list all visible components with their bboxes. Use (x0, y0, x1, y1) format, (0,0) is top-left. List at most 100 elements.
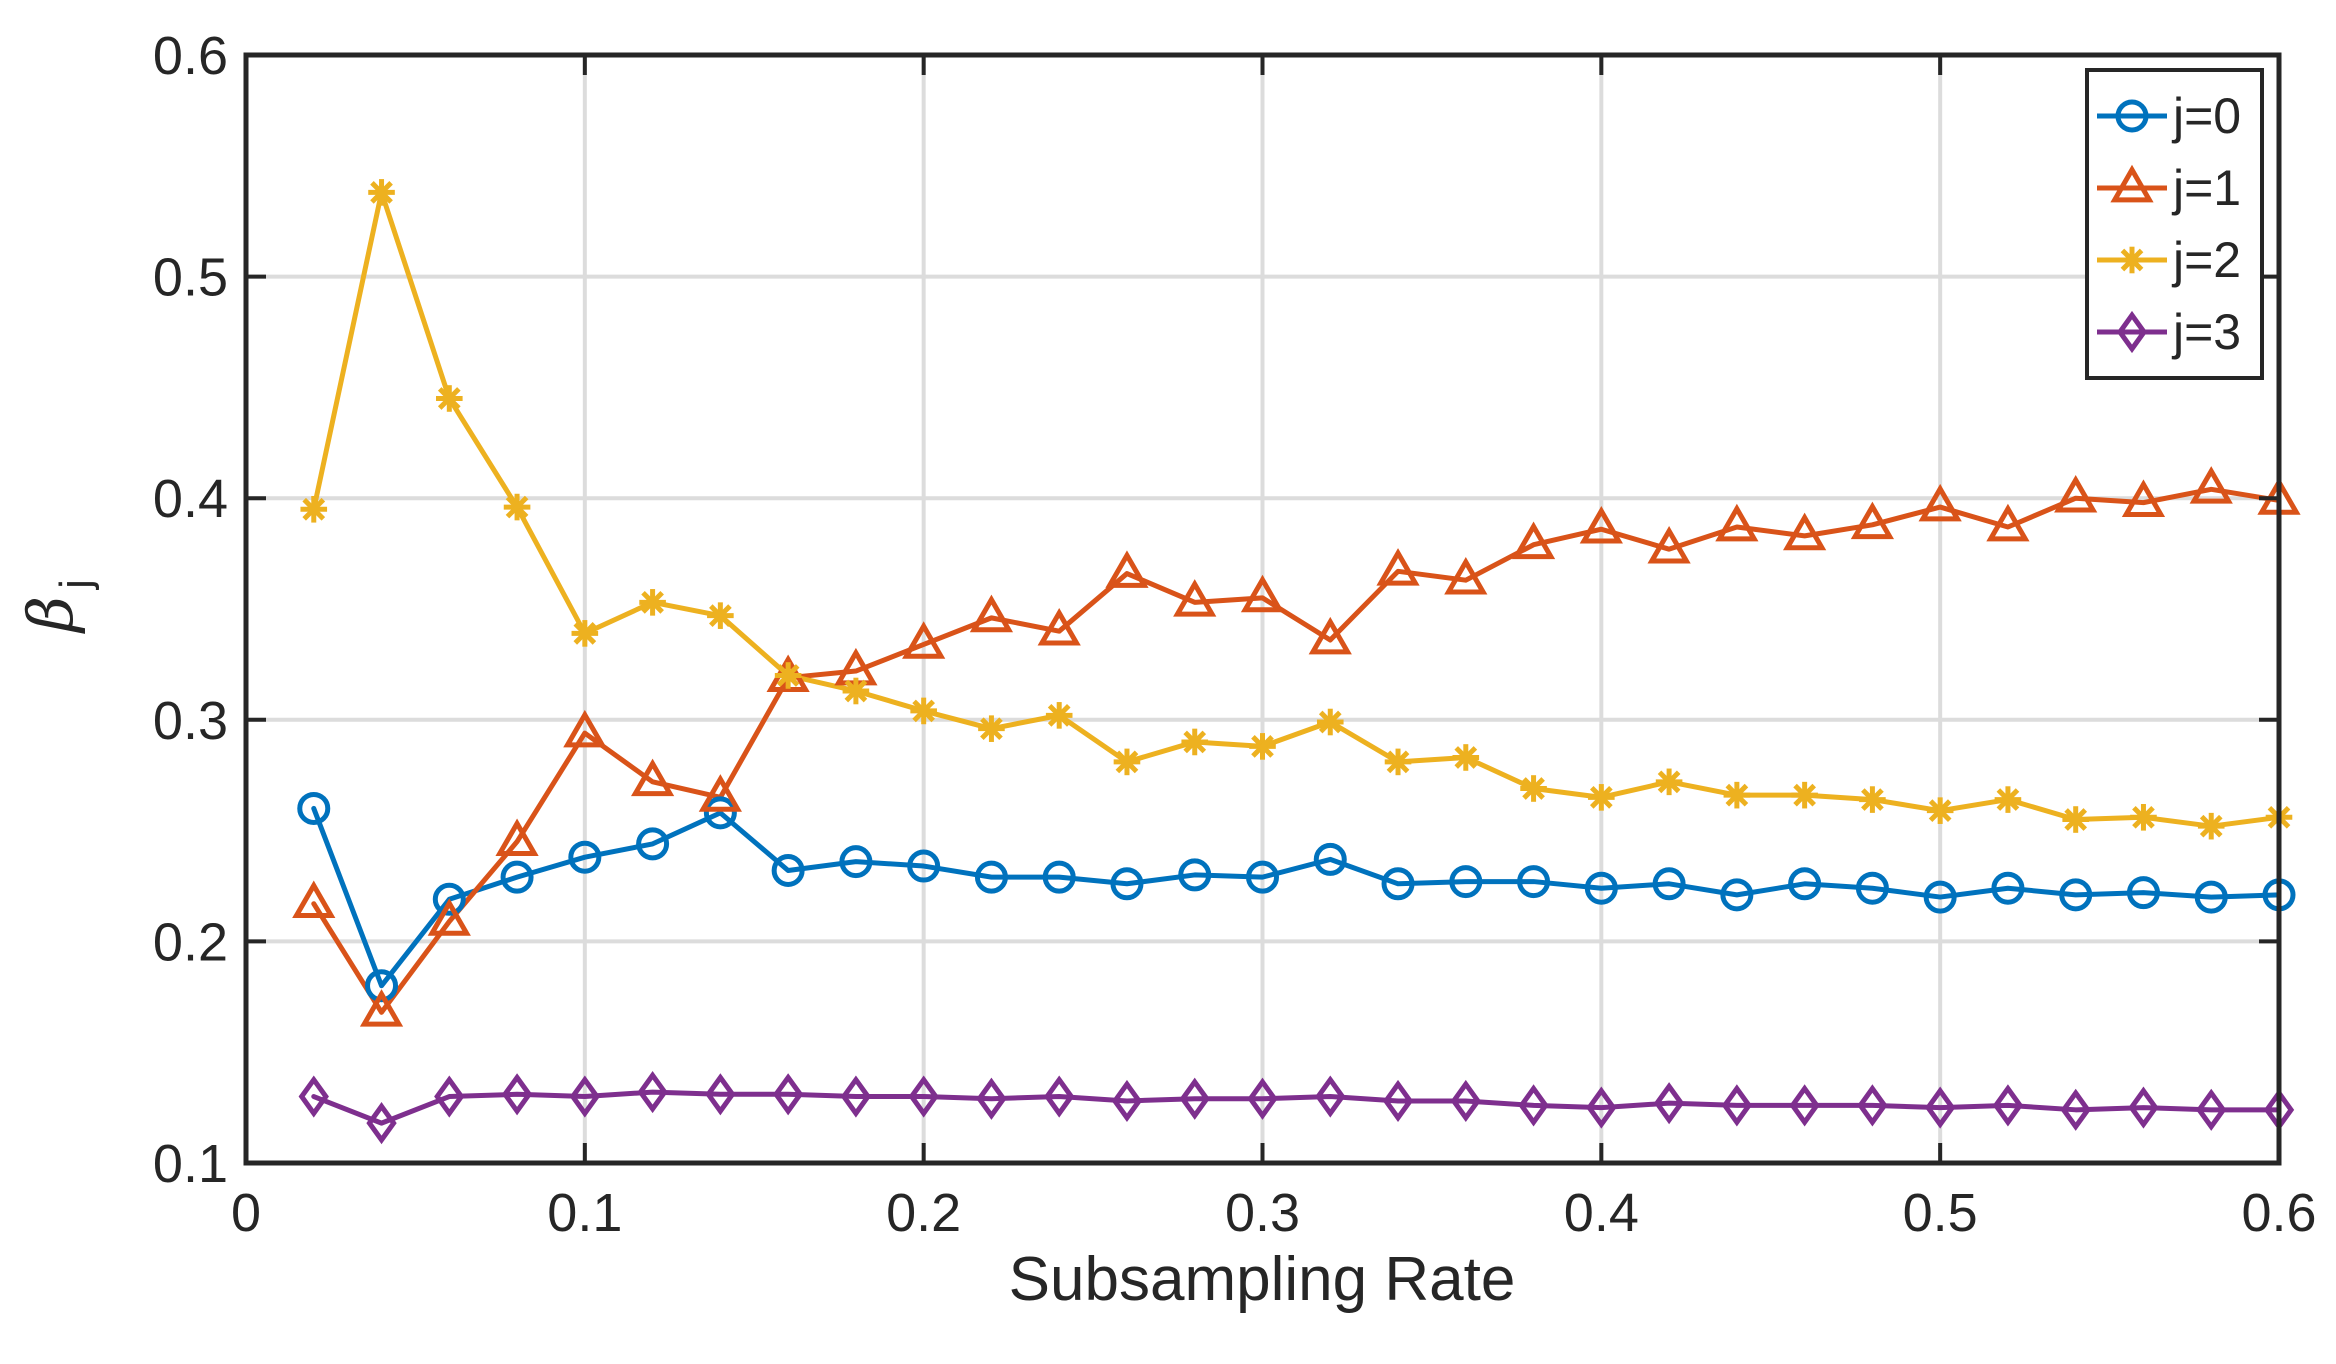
data-point (2060, 1088, 2091, 1131)
asterisk-stroke (1725, 783, 1749, 807)
x-tick-label: 0.2 (886, 1183, 961, 1243)
asterisk-stroke (2120, 248, 2144, 272)
asterisk-stroke (2132, 805, 2155, 829)
asterisk-stroke (1522, 777, 1545, 800)
y-axis-label: β j (14, 579, 100, 634)
data-point (707, 602, 734, 629)
data-point (771, 853, 805, 887)
data-point (1588, 784, 1615, 811)
data-point (292, 880, 336, 919)
data-point (1721, 1084, 1753, 1127)
asterisk-stroke (641, 591, 664, 614)
y-axis-label-subscript: j (51, 579, 100, 591)
data-point (1449, 865, 1483, 899)
data-point (703, 796, 737, 830)
asterisk-stroke (1386, 750, 1410, 774)
asterisk-stroke (844, 679, 868, 703)
asterisk-stroke (573, 622, 597, 645)
data-point (1240, 574, 1285, 613)
data-point (1789, 1084, 1820, 1127)
data-point (2196, 1088, 2227, 1131)
data-point (436, 385, 463, 412)
data-point (2197, 812, 2225, 840)
data-point (1715, 503, 1759, 542)
y-tick-label: 0.6 (153, 26, 228, 86)
data-point (297, 791, 331, 825)
asterisk-stroke (1928, 799, 1952, 822)
data-point (910, 697, 937, 725)
data-point (1586, 1086, 1617, 1129)
data-point (1381, 867, 1415, 901)
legend-label: j=1 (2171, 160, 2241, 216)
data-point (432, 882, 466, 916)
data-point (2130, 804, 2157, 831)
data-point (1249, 733, 1276, 760)
legend-marker (2110, 164, 2154, 203)
legend-marker (2115, 99, 2149, 133)
legend-label: j=2 (2171, 232, 2241, 288)
data-point (1986, 503, 2030, 542)
data-point (365, 969, 399, 1003)
y-axis-ticks: 0.1 0.2 0.3 0.4 0.5 0.6 (153, 26, 2279, 1194)
data-point (907, 849, 941, 883)
y-tick-label: 0.5 (153, 248, 228, 308)
x-tick-label: 0.6 (2241, 1183, 2316, 1243)
data-point (503, 493, 531, 521)
data-point (571, 620, 599, 647)
asterisk-stroke (302, 497, 326, 521)
data-point (1850, 501, 1895, 540)
x-tick-label: 0 (231, 1183, 261, 1243)
x-tick-label: 0.1 (547, 1183, 622, 1243)
data-point (839, 845, 873, 879)
data-point (2128, 1086, 2159, 1129)
asterisk-stroke (1589, 786, 1613, 809)
data-point (1181, 728, 1209, 756)
x-tick-label: 0.4 (1564, 1183, 1639, 1243)
data-point (1720, 878, 1754, 912)
y-tick-label: 0.4 (153, 469, 228, 529)
y-axis-label-symbol: β (14, 596, 87, 634)
data-point (772, 1073, 804, 1116)
data-point (434, 1075, 465, 1118)
asterisk-stroke (980, 717, 1003, 741)
data-point (1783, 512, 1827, 551)
data-point (705, 1073, 736, 1116)
legend-label: j=0 (2171, 88, 2241, 144)
legend-label: j=3 (2171, 304, 2241, 360)
data-point (1042, 860, 1076, 894)
asterisk-stroke (776, 664, 800, 687)
asterisk-stroke (437, 387, 461, 410)
data-point (1584, 871, 1618, 905)
data-point (1173, 579, 1217, 617)
data-point (908, 1075, 939, 1118)
data-point (639, 589, 666, 616)
data-point (1110, 867, 1144, 901)
data-point (2126, 876, 2160, 910)
series-points-j=3 (298, 1071, 2295, 1145)
data-point (1857, 1084, 1888, 1127)
series-markers (292, 179, 2301, 1145)
data-point (1655, 768, 1683, 796)
legend-marker (2116, 310, 2148, 354)
data-point (1511, 521, 1556, 560)
asterisk-stroke (1657, 770, 1681, 794)
y-tick-label: 0.2 (153, 912, 228, 972)
series-points-j=2 (300, 179, 2293, 840)
series-points-j=1 (292, 466, 2301, 1027)
data-point (1111, 1079, 1143, 1123)
asterisk-stroke (2064, 808, 2088, 831)
data-point (842, 677, 870, 705)
asterisk-stroke (2199, 814, 2223, 838)
asterisk-stroke (709, 604, 732, 627)
asterisk-stroke (1251, 735, 1274, 758)
data-point (1452, 744, 1480, 771)
data-point (1044, 1075, 1075, 1118)
data-point (495, 818, 539, 857)
data-point (1247, 1077, 1278, 1120)
data-point (2062, 806, 2089, 833)
data-point (2054, 474, 2098, 513)
y-tick-label: 0.3 (153, 691, 228, 751)
data-point (1045, 702, 1073, 729)
data-point (2194, 880, 2228, 914)
asterisk-stroke (1115, 750, 1139, 774)
